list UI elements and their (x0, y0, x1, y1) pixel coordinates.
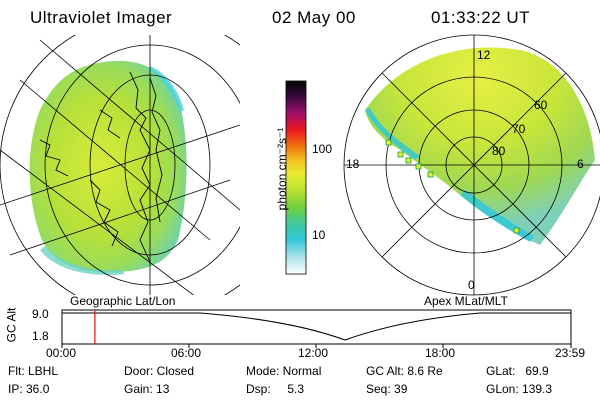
lat-label-80: 80 (492, 144, 506, 158)
mlt-label-18: 18 (346, 157, 360, 171)
mlt-label-12: 12 (477, 48, 491, 62)
polar-grid (343, 34, 600, 296)
timeline-xtick-1: 06:00 (171, 346, 202, 360)
image-panels (0, 34, 600, 296)
timeline-xtick-4: 23:59 (555, 346, 586, 360)
status-gain: Gain: 13 (124, 382, 170, 396)
geographic-image (0, 35, 240, 295)
mlt-label-0: 0 (468, 278, 475, 292)
date-label: 02 May 00 (272, 8, 356, 27)
status-glat: GLat: 69.9 (486, 364, 549, 378)
mlt-label-6: 6 (577, 157, 584, 171)
track-markers (385, 139, 520, 234)
time-label: 01:33:22 UT (431, 8, 531, 27)
timeline-xtick-3: 18:00 (425, 346, 456, 360)
colorbar (285, 80, 307, 275)
colorbar-unit-label: photon cm⁻²s⁻¹ (275, 127, 289, 211)
status-seq: Seq: 39 (366, 382, 408, 396)
status-door: Door: Closed (124, 364, 195, 378)
colorbar-tick-100: 100 (312, 142, 333, 156)
status-ip: IP: 36.0 (8, 382, 50, 396)
colorbar-tick-10: 10 (312, 228, 326, 242)
timeline-frame (61, 309, 572, 345)
altitude-curve (62, 312, 571, 341)
status-gc-alt: GC Alt: 8.6 Re (366, 364, 443, 378)
timeline-ylabel: GC Alt (4, 307, 19, 343)
status-filter: Flt: LBHL (8, 364, 59, 378)
lat-label-70: 70 (512, 122, 526, 136)
status-glon: GLon: 139.3 (486, 382, 553, 396)
graticule (0, 35, 240, 295)
lat-label-60: 60 (534, 98, 548, 112)
instrument-title: Ultraviolet Imager (30, 8, 173, 27)
timeline-xtick-2: 12:00 (298, 346, 329, 360)
altitude-timeline (0, 300, 600, 360)
status-dsp: Dsp: 5.3 (246, 382, 305, 396)
timeline-ytick-low: 1.8 (32, 329, 49, 343)
status-mode: Mode: Normal (246, 364, 322, 378)
timeline-xtick-0: 00:00 (46, 346, 77, 360)
timeline-ytick-high: 9.0 (32, 307, 49, 321)
left-panel-caption: Geographic Lat/Lon (70, 294, 176, 308)
right-panel-caption: Apex MLat/MLT (424, 294, 508, 308)
